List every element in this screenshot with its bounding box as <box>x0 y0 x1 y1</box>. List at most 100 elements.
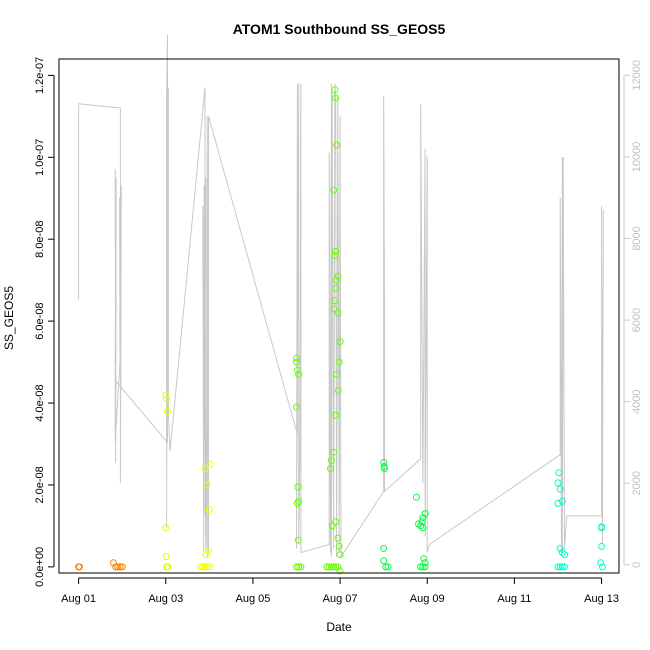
data-point <box>118 563 126 571</box>
axes-layer: Aug 01 Aug 03 Aug 05 Aug 07 Aug 09 Aug 11 Aug … <box>34 57 643 605</box>
data-point <box>293 354 300 362</box>
data-point <box>201 465 209 473</box>
data-point <box>554 499 562 507</box>
x-tick-label: Aug 09 <box>410 593 445 605</box>
data-point <box>323 563 331 571</box>
data-point <box>331 86 339 94</box>
plot-frame <box>58 58 620 574</box>
data-point <box>327 465 334 473</box>
data-point <box>293 366 301 374</box>
data-point <box>332 248 340 255</box>
x-tick-label: Aug 11 <box>497 593 531 605</box>
data-point <box>164 563 172 571</box>
data-point <box>330 186 338 194</box>
data-point <box>333 276 341 284</box>
data-point <box>331 252 339 260</box>
data-point <box>334 309 342 317</box>
data-point <box>598 524 606 532</box>
data-point <box>162 524 170 532</box>
data-point <box>293 499 301 507</box>
data-point <box>412 493 420 501</box>
data-point <box>335 358 343 366</box>
data-point <box>558 497 566 505</box>
y2-tick-label: 8000 <box>631 226 643 250</box>
data-point <box>336 551 344 559</box>
data-point <box>418 518 426 526</box>
data-point <box>421 559 429 567</box>
data-point <box>116 563 124 571</box>
data-point <box>162 391 170 399</box>
data-point <box>561 563 568 571</box>
data-point <box>556 544 564 552</box>
x-tick-label: Aug 07 <box>323 593 358 605</box>
data-points-layer <box>75 86 606 575</box>
data-point <box>205 563 213 571</box>
y-tick-label: 6.0e-08 <box>34 302 46 339</box>
data-point <box>293 563 300 571</box>
data-point <box>556 485 564 493</box>
data-point <box>554 479 562 487</box>
data-point <box>162 553 170 561</box>
y2-tick-label: 4000 <box>631 389 643 413</box>
y-axis-label: SS_GEOS5 <box>2 286 16 350</box>
y2-tick-label: 12000 <box>631 60 643 91</box>
data-point <box>334 563 342 571</box>
data-point <box>294 483 302 491</box>
data-point <box>330 305 338 313</box>
data-point <box>202 551 210 559</box>
x-tick-label: Aug 13 <box>584 593 619 605</box>
data-point <box>330 448 338 456</box>
data-point <box>295 370 303 378</box>
data-point <box>336 338 344 346</box>
data-point <box>297 563 305 571</box>
y2-tick-label: 10000 <box>631 142 643 173</box>
data-point <box>415 520 422 528</box>
data-point <box>327 456 335 464</box>
data-point <box>417 522 425 530</box>
data-point <box>417 563 425 571</box>
data-point <box>332 284 340 292</box>
data-point <box>561 551 568 559</box>
data-point <box>294 536 302 544</box>
data-point <box>331 297 339 305</box>
data-point <box>334 534 342 542</box>
data-point <box>333 370 341 378</box>
y-tick-label: 1.2e-07 <box>34 57 46 94</box>
data-point <box>555 469 563 477</box>
data-point <box>381 465 388 473</box>
data-point <box>76 563 83 571</box>
data-point <box>380 557 388 565</box>
data-point <box>558 563 566 571</box>
data-point <box>293 403 300 411</box>
data-point <box>203 563 211 571</box>
data-point <box>334 272 342 280</box>
data-point <box>332 518 340 526</box>
data-point <box>164 407 171 415</box>
y2-tick-label: 0 <box>631 562 643 568</box>
data-point <box>597 559 605 567</box>
altitude-line-layer <box>78 34 604 559</box>
data-point <box>197 563 205 571</box>
data-point <box>333 141 341 149</box>
data-point <box>110 559 117 567</box>
y-tick-label: 8.0e-08 <box>34 221 46 258</box>
data-point <box>328 522 336 530</box>
chart-title: ATOM1 Southbound SS_GEOS5 <box>233 21 446 37</box>
data-point <box>558 549 566 556</box>
data-point <box>556 563 564 571</box>
data-point <box>203 481 211 489</box>
y-tick-label: 4.0e-08 <box>34 384 46 421</box>
y2-tick-label: 2000 <box>631 471 643 495</box>
data-point <box>335 542 343 550</box>
data-point <box>598 563 606 571</box>
x-tick-label: Aug 01 <box>61 593 96 605</box>
data-point <box>325 563 333 571</box>
data-point <box>382 563 390 571</box>
data-point <box>419 563 427 571</box>
data-point <box>201 563 209 571</box>
data-point <box>598 542 606 550</box>
data-point <box>421 563 429 571</box>
y-tick-label: 0.0e+00 <box>34 547 46 587</box>
data-point <box>206 461 214 468</box>
